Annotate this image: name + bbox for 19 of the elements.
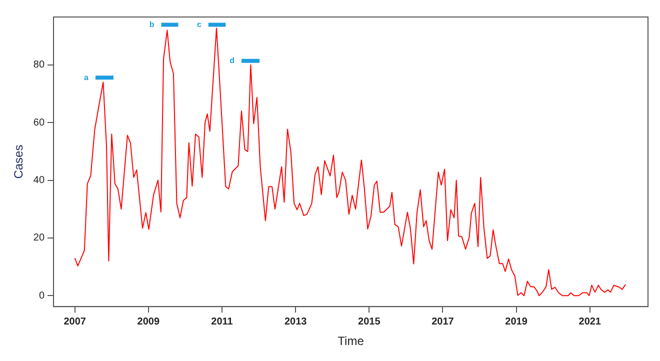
y-tick-label: 20 xyxy=(33,232,45,244)
y-tick-label: 40 xyxy=(33,175,45,186)
x-tick-label: 2009 xyxy=(137,316,160,328)
x-tick-label: 2007 xyxy=(64,316,86,328)
annotation: c xyxy=(196,20,202,29)
x-tick-label: 2011 xyxy=(211,316,234,328)
x-axis-title: Time xyxy=(338,334,364,348)
x-tick-label: 2013 xyxy=(284,316,308,328)
x-tick-label: 2021 xyxy=(578,316,602,328)
y-tick-label: 60 xyxy=(33,117,45,128)
annotation: b xyxy=(149,20,154,29)
x-tick-label: 2015 xyxy=(358,316,381,328)
y-tick-label: 0 xyxy=(38,290,45,302)
annotation: a xyxy=(84,72,90,82)
x-tick-label: 2017 xyxy=(432,316,454,328)
annotation: d xyxy=(230,56,235,66)
y-tick-label: 80 xyxy=(33,60,45,71)
y-axis-title: Cases xyxy=(12,144,26,179)
x-tick-label: 2019 xyxy=(505,316,528,328)
